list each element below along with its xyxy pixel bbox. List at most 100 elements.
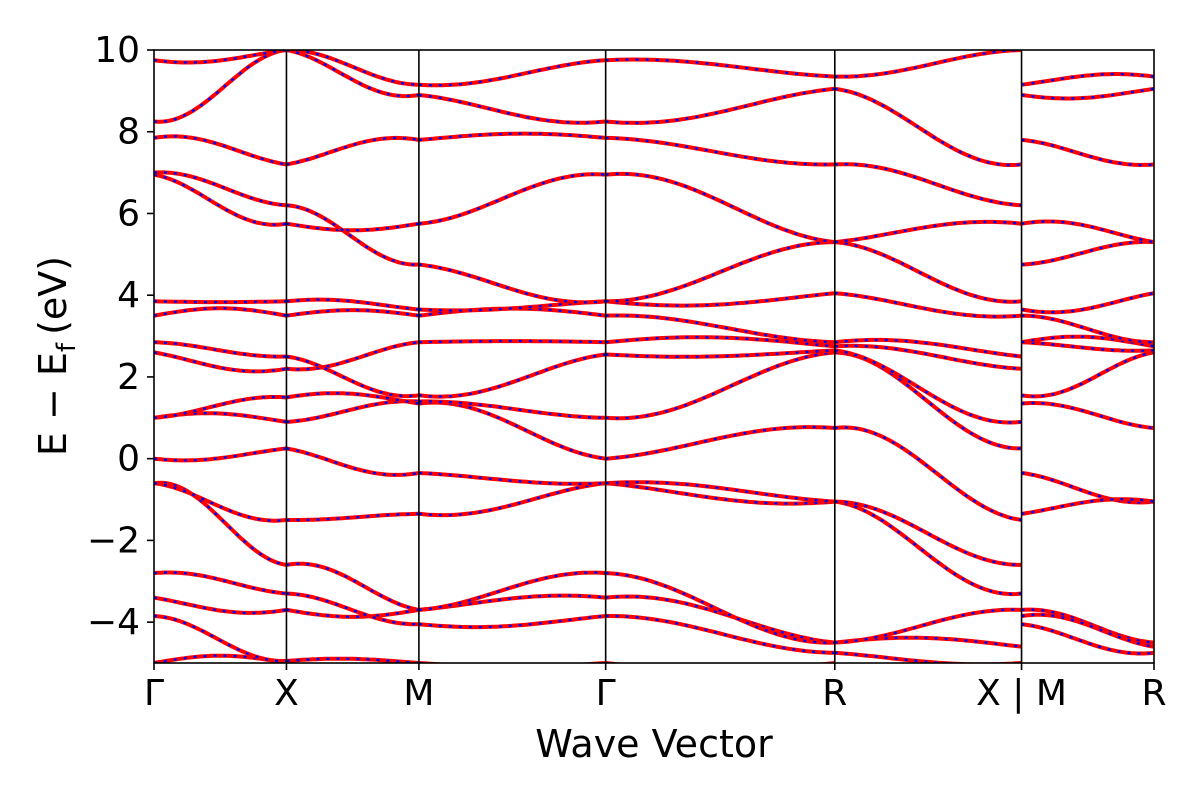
band-line-dashed	[154, 171, 287, 207]
band-line-dashed	[1021, 87, 1154, 100]
band-line-dashed	[286, 298, 420, 311]
band-line-dashed	[418, 571, 606, 612]
band-line-dashed	[1021, 138, 1154, 167]
band-line-solid	[605, 614, 835, 655]
band-line-solid	[605, 86, 836, 125]
band-line-solid	[154, 481, 287, 523]
band-line-dashed	[286, 608, 420, 619]
band-line-dashed	[834, 50, 1022, 78]
band-line-dashed	[834, 292, 1022, 318]
band-line-solid	[154, 172, 287, 227]
band-line-solid	[605, 171, 836, 245]
band-line-dashed	[1021, 401, 1154, 430]
x-tick-label: X | M	[976, 673, 1067, 714]
band-line-dashed	[834, 344, 1022, 370]
band-line-dashed	[418, 172, 606, 225]
band-line-dashed	[418, 400, 606, 419]
band-line-solid	[834, 499, 1022, 597]
band-line-dashed	[605, 661, 835, 663]
y-tick-label: 4	[117, 275, 140, 316]
band-line-solid	[418, 352, 606, 399]
band-line-solid	[286, 354, 420, 399]
band-line-dashed	[286, 447, 420, 477]
y-axis-title-main: E − E	[31, 352, 75, 456]
band-line-dashed	[286, 341, 420, 371]
band-line-dashed	[286, 50, 420, 98]
y-tick-label: −2	[87, 520, 140, 561]
band-line-solid	[1021, 72, 1154, 87]
band-line-dashed	[1021, 613, 1154, 648]
band-line-solid	[1021, 219, 1154, 245]
band-line-solid	[1021, 239, 1154, 267]
band-line-dashed	[834, 163, 1022, 207]
band-line-solid	[418, 339, 606, 345]
band-line-solid	[418, 172, 606, 226]
band-line-dashed	[1021, 240, 1154, 266]
band-line-solid	[154, 570, 287, 596]
band-line-dashed	[154, 351, 287, 373]
band-line-solid	[286, 591, 419, 627]
band-line-dashed	[154, 482, 287, 522]
band-line-solid	[154, 446, 287, 463]
y-axis-title-subscript: f	[52, 342, 82, 352]
band-line-dashed	[605, 481, 835, 503]
y-axis-title-unit: (eV)	[31, 256, 75, 335]
band-line-dashed	[154, 341, 287, 358]
band-line-dashed	[605, 482, 835, 505]
band-line-dashed	[418, 471, 606, 485]
band-line-dashed	[1021, 314, 1154, 344]
x-ticks: Γ X M Γ R X | M R	[144, 663, 1167, 714]
band-line-dashed	[834, 500, 1022, 596]
x-tick-label: X	[274, 673, 299, 714]
band-line-solid	[418, 93, 606, 125]
band-line-solid	[286, 297, 420, 312]
band-line-solid	[834, 219, 1022, 245]
band-line-solid	[834, 240, 1022, 304]
kpoint-lines	[285, 50, 1023, 663]
band-line-solid	[834, 348, 1022, 425]
band-line-dashed	[834, 651, 1022, 663]
band-line-dashed	[154, 571, 287, 595]
x-tick-label: R	[1141, 673, 1166, 714]
band-line-dashed	[834, 349, 1022, 424]
band-line-dashed	[605, 351, 835, 420]
band-line-solid	[605, 594, 836, 645]
y-tick-label: 2	[117, 357, 140, 398]
band-line-solid	[1021, 86, 1154, 101]
band-line-dashed	[418, 59, 606, 87]
band-line-solid	[286, 203, 419, 267]
band-line-dashed	[605, 58, 835, 78]
band-line-solid	[154, 134, 287, 167]
band-line-dashed	[605, 172, 835, 244]
band-line-solid	[1021, 497, 1154, 516]
band-line-solid	[418, 614, 606, 630]
band-line-dashed	[605, 571, 835, 644]
y-tick-label: 0	[117, 439, 140, 480]
band-line-dashed	[1021, 498, 1154, 515]
band-line-solid	[418, 570, 606, 612]
band-line-dashed	[1021, 471, 1154, 504]
band-line-dashed	[286, 50, 419, 86]
band-line-dashed	[154, 50, 287, 64]
band-line-dashed	[1021, 72, 1154, 86]
band-line-solid	[154, 595, 287, 615]
band-line-dashed	[154, 300, 287, 304]
band-line-dashed	[1021, 608, 1154, 644]
band-line-dashed	[154, 596, 287, 615]
band-line-solid	[605, 57, 835, 79]
band-line-dashed	[286, 512, 419, 522]
band-line-dashed	[418, 263, 606, 304]
band-line-dashed	[418, 482, 606, 517]
band-line-solid	[1021, 401, 1154, 430]
band-line-dashed	[154, 481, 287, 567]
band-line-dashed	[834, 220, 1022, 244]
band-line-solid	[834, 50, 1022, 79]
band-line-solid	[418, 399, 606, 420]
band-line-dashed	[286, 308, 420, 317]
band-line-dashed	[154, 395, 287, 419]
band-line-dashed	[286, 355, 420, 398]
y-tick-label: 6	[117, 193, 140, 234]
band-line-dashed	[834, 426, 1022, 522]
y-tick-label: −4	[87, 602, 140, 643]
